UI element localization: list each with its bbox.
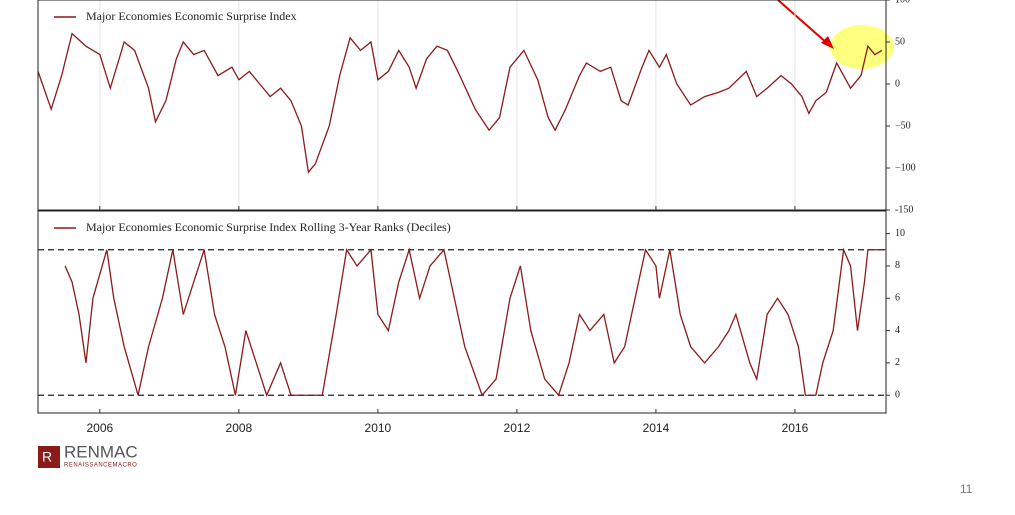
y-tick-label: −100 (895, 162, 916, 173)
plot-frame (37, 210, 887, 414)
x-tick-label: 2006 (87, 421, 114, 435)
logo-tagline: RENAISSANCEMACRO (64, 463, 137, 469)
x-tick-label: 2014 (643, 421, 670, 435)
x-tick-label: 2016 (782, 421, 809, 435)
logo-icon-letter: R (42, 449, 52, 465)
legend-label: Major Economies Economic Surprise Index … (86, 220, 451, 234)
page-number: 11 (960, 482, 973, 496)
legend-label: Major Economies Economic Surprise Index (86, 9, 297, 23)
y-tick-label: 6 (895, 293, 900, 304)
y-tick-label: -150 (895, 204, 913, 215)
y-tick-label: 0 (895, 390, 900, 401)
x-tick-label: 2012 (504, 421, 531, 435)
y-tick-label: 8 (895, 260, 900, 271)
y-tick-label: 50 (895, 36, 905, 47)
y-tick-label: 4 (895, 325, 900, 336)
logo-icon (38, 446, 60, 468)
y-tick-label: 2 (895, 357, 900, 368)
arrow (777, 0, 829, 45)
x-tick-label: 2008 (226, 421, 253, 435)
plot-frame (37, 0, 887, 211)
y-tick-label: 10 (895, 228, 905, 239)
data-line (37, 32, 883, 174)
highlight (830, 25, 894, 69)
x-tick-label: 2010 (365, 421, 392, 435)
data-line (64, 247, 886, 398)
y-tick-label: 100 (895, 0, 910, 5)
y-tick-label: 0 (895, 78, 900, 89)
arrow-head (821, 36, 834, 49)
logo-name: RENMAC (64, 442, 138, 461)
y-tick-label: −50 (895, 120, 911, 131)
